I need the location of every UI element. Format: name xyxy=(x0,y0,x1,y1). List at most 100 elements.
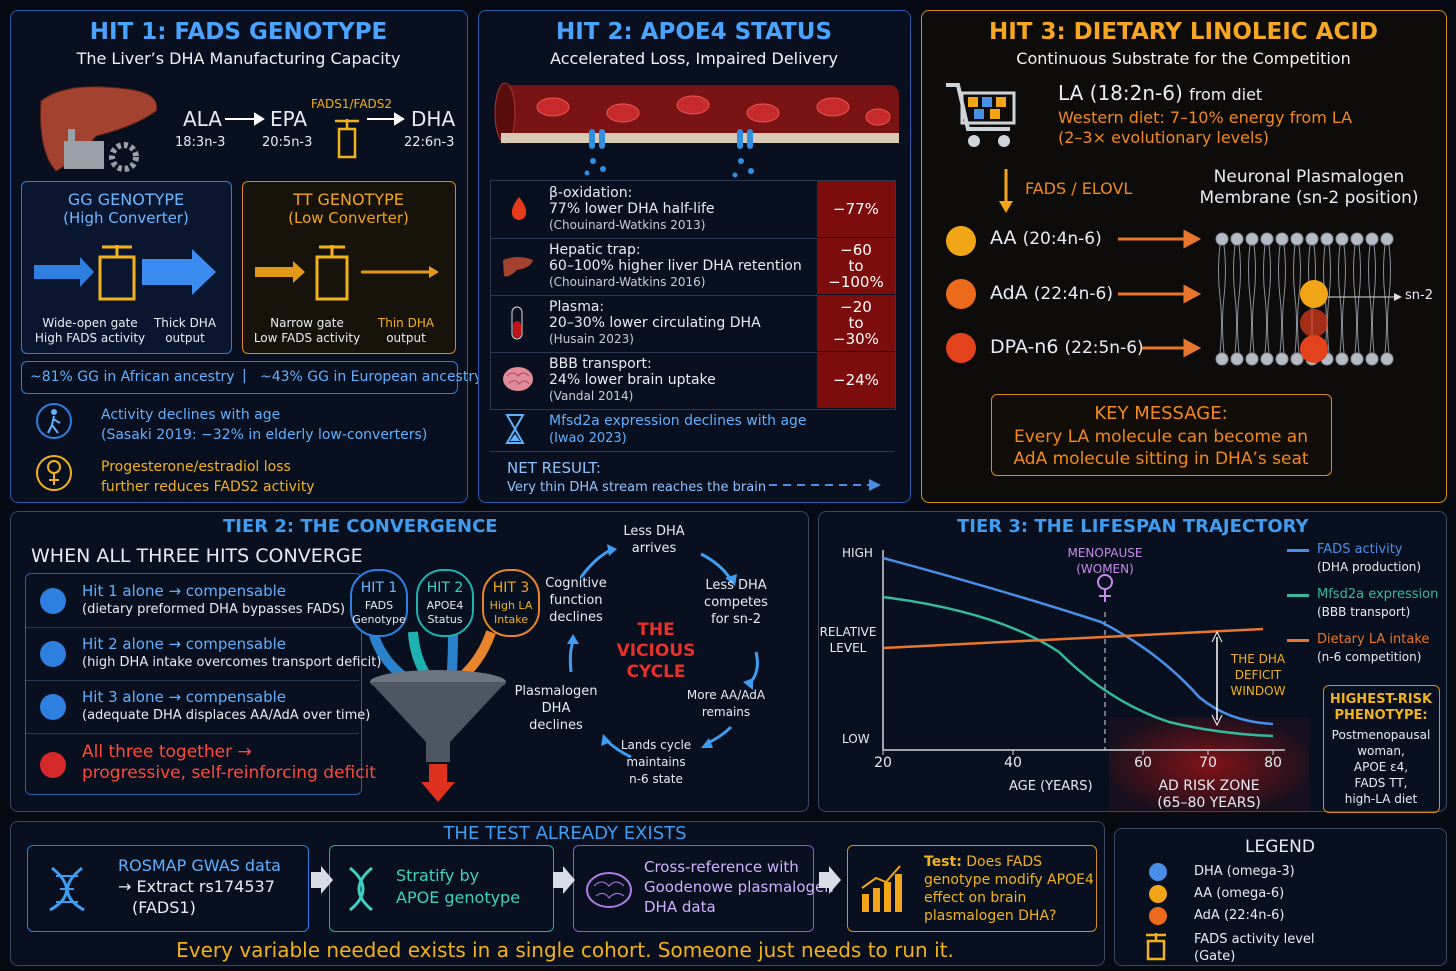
lipid-tail xyxy=(1353,244,1361,354)
brain-icon xyxy=(586,872,632,908)
cycle-step: declines xyxy=(529,718,583,733)
step-line: APOE genotype xyxy=(396,888,521,907)
row-desc: 77% lower DHA half-life xyxy=(549,201,715,217)
convergence-list: Hit 1 alone → compensable (dietary prefo… xyxy=(25,573,381,795)
cycle-step: function xyxy=(549,593,603,608)
lipid-head xyxy=(1260,352,1274,366)
step-line: DHA data xyxy=(644,898,716,916)
trajectory-plot xyxy=(882,550,1285,755)
cycle-step: maintains xyxy=(626,755,686,769)
window-label: WINDOW xyxy=(1230,684,1286,698)
chart-icon xyxy=(861,865,902,912)
lipid-tail xyxy=(1278,244,1286,354)
test-title: THE TEST ALREADY EXISTS xyxy=(443,823,687,844)
product-label: DPA-n6 (22:5n-6) xyxy=(990,336,1144,358)
tier2-heading: WHEN ALL THREE HITS CONVERGE xyxy=(31,545,363,567)
legend-label: FADS activity level xyxy=(1194,932,1315,947)
effect-cell: −20 to −30% xyxy=(817,295,895,351)
row-desc: 20–30% lower circulating DHA xyxy=(549,315,761,331)
effect-value: −77% xyxy=(833,200,879,218)
hit-line: APOE4 xyxy=(426,599,464,612)
row-cite: (Husain 2023) xyxy=(549,332,634,346)
down-arrow xyxy=(999,169,1013,213)
ancestry-stat: ~81% GG in African ancestry xyxy=(30,369,235,385)
item-main: Hit 3 alone → compensable xyxy=(82,688,287,706)
la-curve xyxy=(882,627,1264,650)
ancestry-stat: ~43% GG in European ancestry xyxy=(260,369,483,385)
item-sub: (adequate DHA displaces AA/AdA over time… xyxy=(82,708,371,723)
lipid-head xyxy=(1365,352,1379,366)
step-line: (FADS1) xyxy=(132,898,196,917)
cycle-title: THE xyxy=(637,620,675,640)
note-sub: (Sasaki 2019: −32% in elderly low-conver… xyxy=(101,427,428,443)
tier3-panel: TIER 3: THE LIFESPAN TRAJECTORY AD RISK … xyxy=(818,511,1447,813)
western-line: Western diet: 7–10% energy from LA xyxy=(1058,108,1353,127)
hit-line: FADS xyxy=(364,599,394,612)
hit-badge: HIT 1 FADS Genotype xyxy=(350,569,408,637)
cycle-step: Less DHA xyxy=(705,578,767,593)
cycle-step: arrives xyxy=(631,541,677,556)
hit-line: Intake xyxy=(493,613,528,626)
legend-label: (Gate) xyxy=(1194,949,1236,964)
cycle-step: Cognitive xyxy=(545,576,607,591)
legend-title: LEGEND xyxy=(1245,837,1315,857)
cycle-step: competes xyxy=(704,595,768,610)
la-name: LA (18:2n-6) xyxy=(1058,81,1183,105)
fads-curve xyxy=(882,556,1274,726)
hit-line: Status xyxy=(427,613,463,626)
hit3-subtitle: Continuous Substrate for the Competition xyxy=(1016,49,1351,68)
effect-value: −60 xyxy=(840,241,872,259)
membrane-title: Neuronal Plasmalogen xyxy=(1213,167,1405,187)
effect-value: −24% xyxy=(833,371,879,389)
step-box: Stratify by APOE genotype xyxy=(329,845,554,932)
hit1-panel: HIT 1: FADS GENOTYPE The Liver’s DHA Man… xyxy=(10,10,482,503)
effect-cell: −77% xyxy=(817,181,895,237)
legend-dot xyxy=(1149,863,1167,881)
cycle-step: DHA xyxy=(541,701,571,716)
lipid-head xyxy=(1275,352,1289,366)
gate-label: High FADS activity xyxy=(34,331,146,345)
all-three: All three together → xyxy=(82,742,252,762)
phenotype-line: woman, xyxy=(1357,744,1405,758)
item-sub: (high DHA intake overcomes transport def… xyxy=(82,655,382,670)
row-label: Hepatic trap: xyxy=(549,242,641,258)
row-label: β-oxidation: xyxy=(549,185,633,201)
cycle-step: declines xyxy=(549,610,603,625)
step-line: Stratify by xyxy=(396,866,480,885)
hit1-subtitle: The Liver’s DHA Manufacturing Capacity xyxy=(76,49,401,68)
net-label: NET RESULT: xyxy=(507,459,601,477)
pathway-name: ALA xyxy=(183,107,222,131)
hit2-table: β-oxidation: 77% lower DHA half-life (Ch… xyxy=(490,180,896,410)
step-box: Cross-reference with Goodenowe plasmalog… xyxy=(573,845,834,932)
phenotype-line: high-LA diet xyxy=(1344,792,1418,806)
gg-gate-icon xyxy=(34,245,216,301)
legend-swatch xyxy=(1287,549,1309,552)
step-box: Test: Does FADS genotype modify APOE4 ef… xyxy=(847,845,1097,932)
legend-dot xyxy=(1149,885,1167,903)
funnel xyxy=(368,630,506,802)
hit-badge: HIT 2 APOE4 Status xyxy=(416,569,474,637)
membrane-title: Membrane (sn-2 position) xyxy=(1199,188,1419,208)
phenotype-line: FADS TT, xyxy=(1354,776,1408,790)
output-label: output xyxy=(386,331,426,345)
legend-label: DHA (omega-3) xyxy=(1194,864,1295,879)
step-line: Does FADS xyxy=(966,854,1042,870)
effect-value: −30% xyxy=(833,330,879,348)
legend-label: AA (omega-6) xyxy=(1194,886,1285,901)
legend-sub: (BBB transport) xyxy=(1317,605,1411,619)
item-main: Hit 2 alone → compensable xyxy=(82,635,287,653)
product-dot xyxy=(946,279,976,309)
step-box: ROSMAP GWAS data → Extract rs174537 (FAD… xyxy=(27,845,309,932)
product-name: AA xyxy=(990,227,1017,249)
lipid-head xyxy=(1245,352,1259,366)
legend-name: Dietary LA intake xyxy=(1317,632,1430,647)
row-label: Plasma: xyxy=(549,299,605,315)
pathway-name: EPA xyxy=(270,107,308,131)
hit2-title: HIT 2: APOE4 STATUS xyxy=(555,19,833,45)
x-tick-label: 60 xyxy=(1134,755,1152,771)
lipid-tail xyxy=(1383,244,1391,354)
hit2-panel: HIT 2: APOE4 STATUS Accelerated Loss, Im… xyxy=(478,10,911,503)
legend-panel: LEGEND DHA (omega-3) AA (omega-6) AdA (22:… xyxy=(1114,828,1447,966)
sn2-label: sn-2 xyxy=(1405,288,1433,303)
lipid-head xyxy=(1305,232,1319,246)
